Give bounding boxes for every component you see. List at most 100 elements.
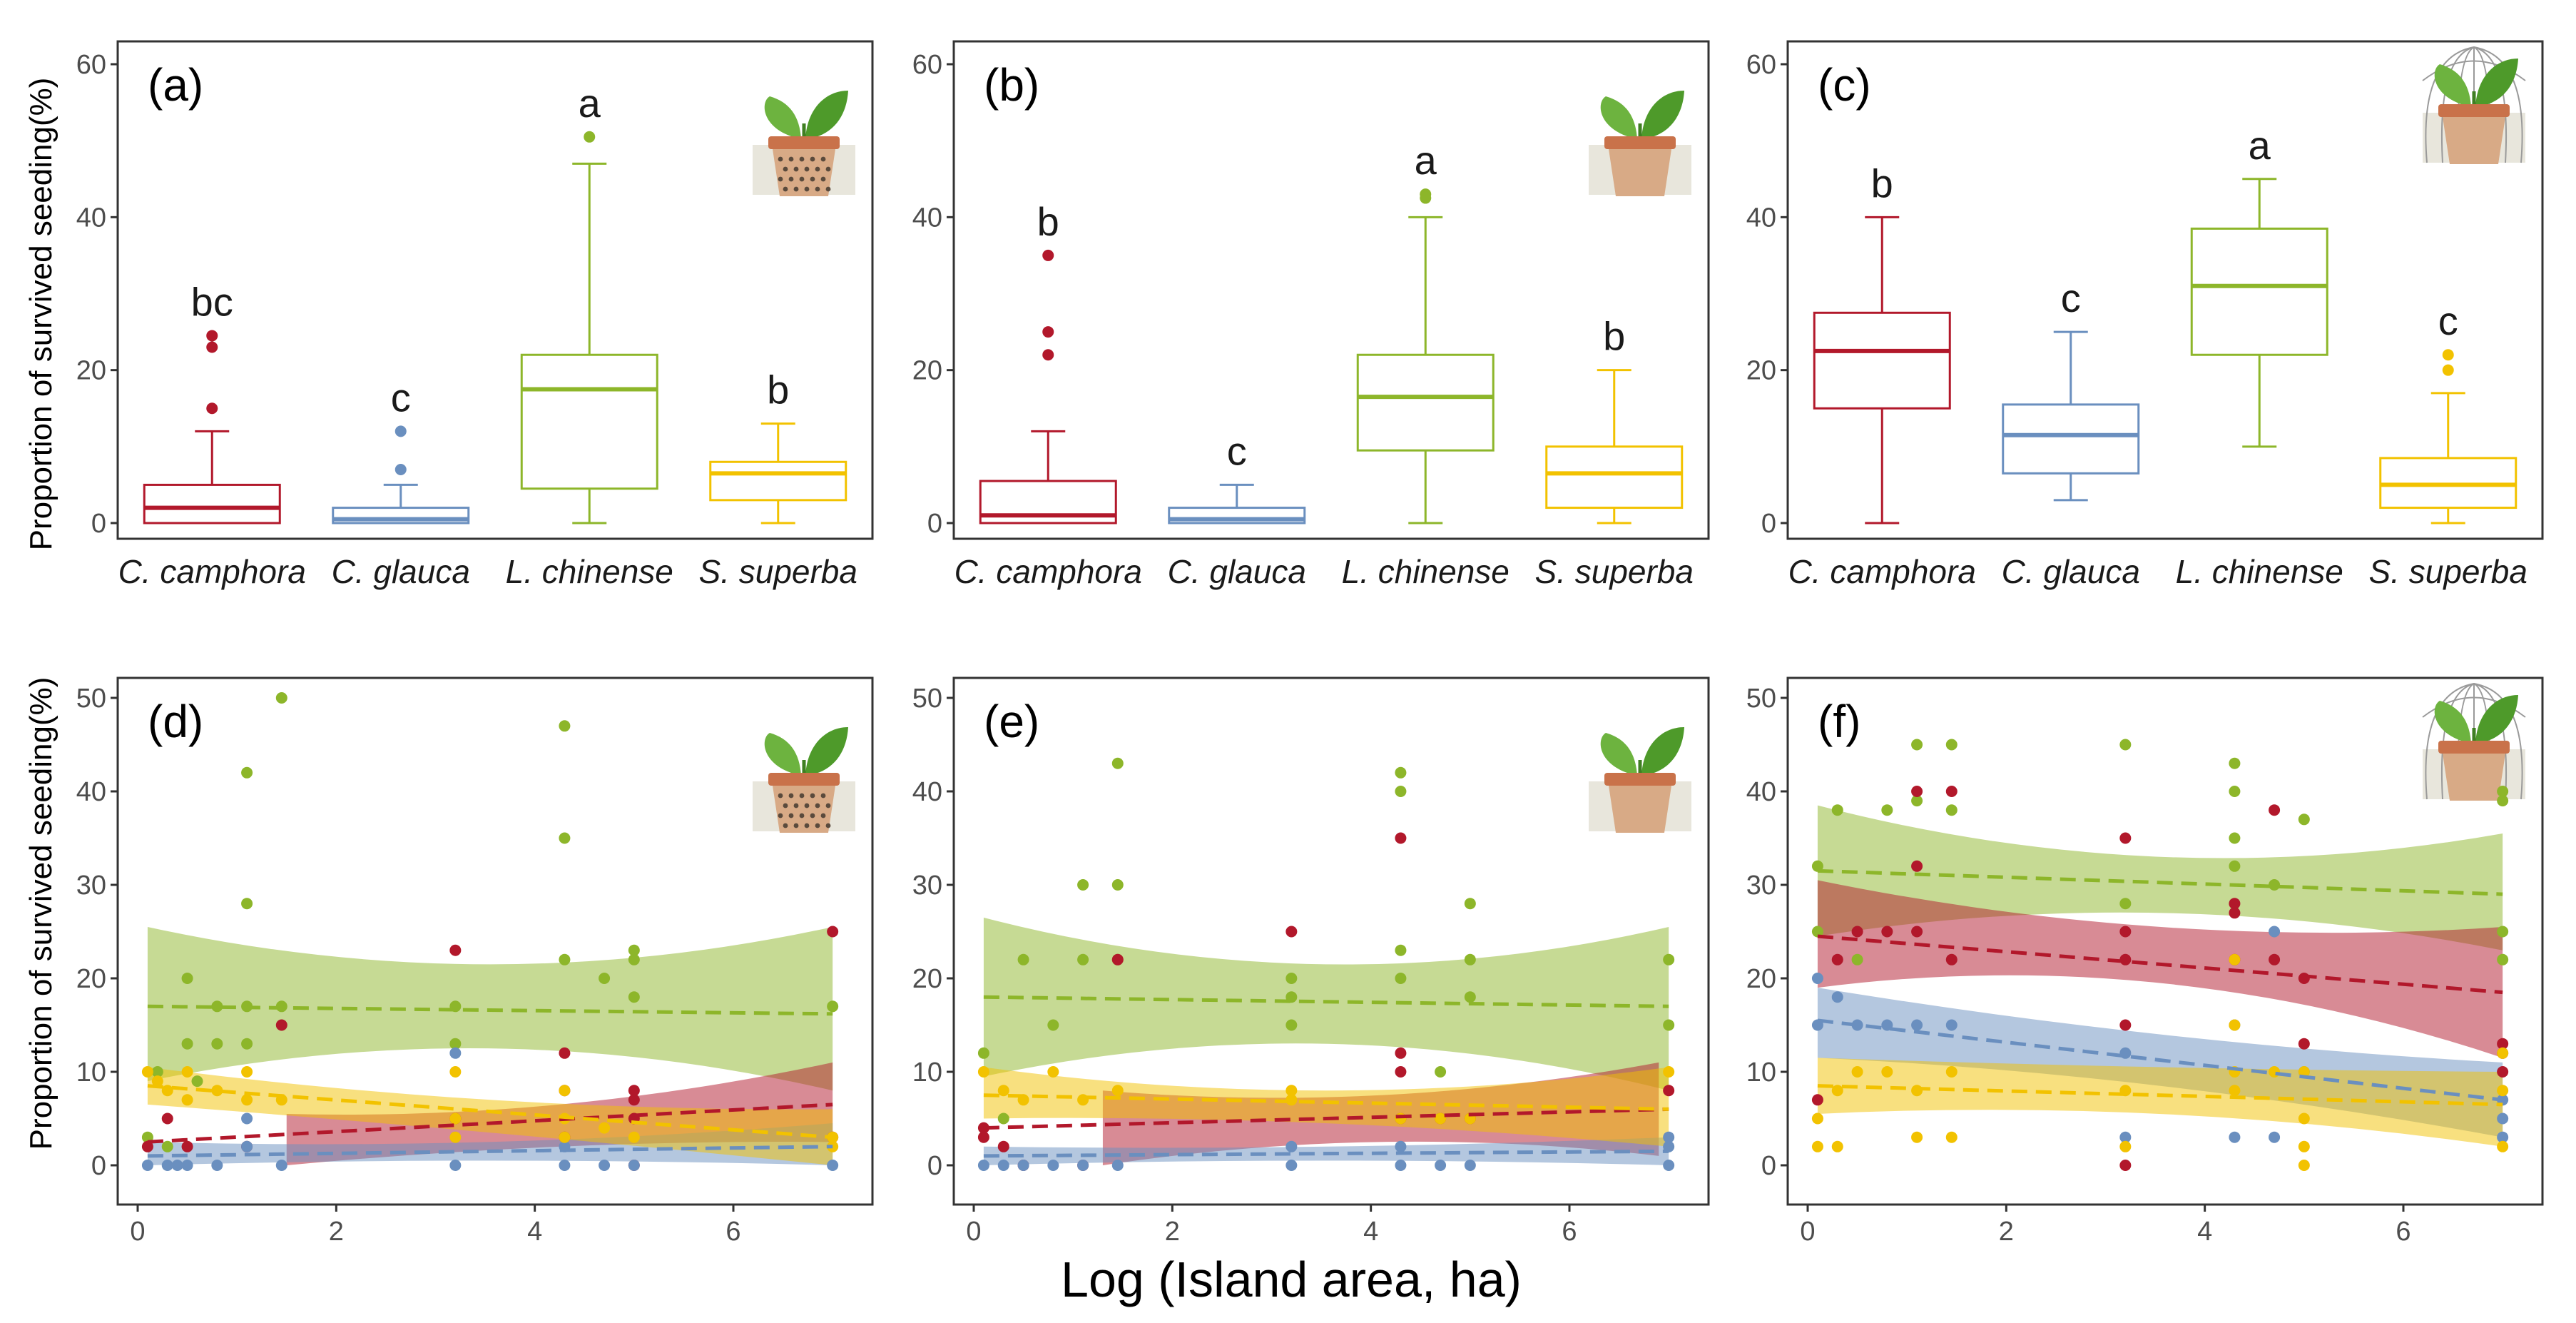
point-c-glauca [1395,1140,1407,1152]
point-c-camphora [2298,1038,2310,1050]
point-c-glauca [275,1160,287,1171]
point-c-glauca [1881,1019,1893,1031]
point-s-superba [1395,1112,1407,1125]
y-tick-label: 50 [1746,684,1776,714]
point-s-superba [1851,1066,1863,1078]
point-c-glauca [1017,1160,1029,1171]
pot-hole [810,176,815,182]
point-l-chinense [2229,786,2241,797]
outlier-point [206,402,218,415]
outlier-point [394,425,407,437]
significance-letter: c [2061,275,2081,320]
significance-letter: b [1037,199,1059,244]
y-tick-label: 50 [912,684,942,714]
leaf-left [764,733,801,776]
outlier-point [2442,364,2454,376]
point-s-superba [2497,1047,2509,1059]
point-c-glauca [1911,1019,1923,1031]
significance-letter: c [2438,298,2458,343]
point-c-glauca [559,1160,571,1171]
point-l-chinense [1811,926,1823,938]
category-label: C. glauca [332,553,470,590]
trend-line-l-chinense [147,1004,833,1016]
point-l-chinense [2497,953,2509,965]
pot-hole [799,813,805,818]
pot-rim [768,136,840,149]
box-l-chinense: a [1356,138,1495,524]
panel-tag: (b) [984,59,1039,111]
point-c-camphora [2497,1038,2509,1050]
y-tick-label: 0 [1761,509,1776,539]
outlier-point [1042,326,1054,338]
point-s-superba [1435,1112,1447,1125]
y-tick-label: 40 [1746,777,1776,807]
y-tick-label: 60 [76,50,106,80]
y-tick-label: 40 [76,203,106,233]
box-iqr [143,483,281,524]
point-s-superba [151,1075,163,1088]
point-l-chinense [2497,926,2509,938]
point-s-superba [161,1085,173,1097]
point-c-camphora [628,1094,640,1106]
y-tick-label: 10 [1746,1058,1776,1088]
pot-rim [2438,104,2510,117]
pot-with-holes-icon [753,91,855,196]
pot-hole [783,823,788,828]
point-l-chinense [599,973,611,984]
pot-hole [778,793,783,799]
x-tick-label: 0 [966,1217,981,1247]
point-l-chinense [1395,766,1407,779]
point-c-glauca [241,1140,253,1152]
pot-hole [804,803,810,808]
y-tick-label: 10 [912,1058,942,1088]
y-tick-label: 20 [912,964,942,994]
point-s-superba [2298,1160,2310,1171]
point-l-chinense [1395,973,1407,984]
point-c-camphora [827,926,839,938]
panel-tag: (f) [1818,696,1860,747]
point-l-chinense [559,720,571,732]
y-tick-label: 40 [76,777,106,807]
point-l-chinense [1464,991,1476,1003]
box-iqr [1545,445,1684,510]
point-c-camphora [2119,832,2132,844]
point-c-glauca [1464,1160,1476,1171]
point-l-chinense [628,944,640,956]
pot-hole [804,166,810,172]
panel-b: 0 20 40 60 (b) b C. camphora c C. glauca a L. chin… [912,40,1710,590]
point-s-superba [1911,1085,1923,1097]
point-s-superba [997,1085,1009,1097]
pot-hole [793,803,799,808]
leaf-left [2434,701,2471,744]
point-c-glauca [449,1160,462,1171]
y-tick-label: 10 [76,1058,106,1088]
point-s-superba [1811,1112,1823,1125]
point-c-glauca [1077,1160,1089,1171]
point-l-chinense [211,1038,223,1050]
point-l-chinense [1945,804,1958,816]
cage-wire [2425,683,2475,800]
box-iqr [1356,353,1495,452]
pot-with-cage-icon [2422,683,2526,801]
point-c-camphora [2229,907,2241,919]
pot-hole [825,166,831,172]
point-c-camphora [1395,832,1407,844]
point-c-camphora [2269,804,2281,816]
pot-hole [778,813,783,818]
point-s-superba [628,1131,640,1143]
cage-wire [2473,683,2523,800]
pot-hole [825,186,831,192]
outlier-point [584,131,596,143]
point-l-chinense [1435,1066,1447,1078]
panel-tag: (e) [984,696,1039,747]
point-s-superba [599,1122,611,1134]
trend-line-c-glauca [1817,1018,2503,1102]
point-c-camphora [141,1140,153,1152]
confidence-band-s-superba [147,1067,833,1165]
pot-hole [825,803,831,808]
point-l-chinense [1077,879,1089,891]
point-c-camphora [1881,926,1893,938]
box-l-chinense: a [520,81,658,524]
outlier-point [206,330,218,342]
point-c-camphora [2119,1019,2132,1031]
